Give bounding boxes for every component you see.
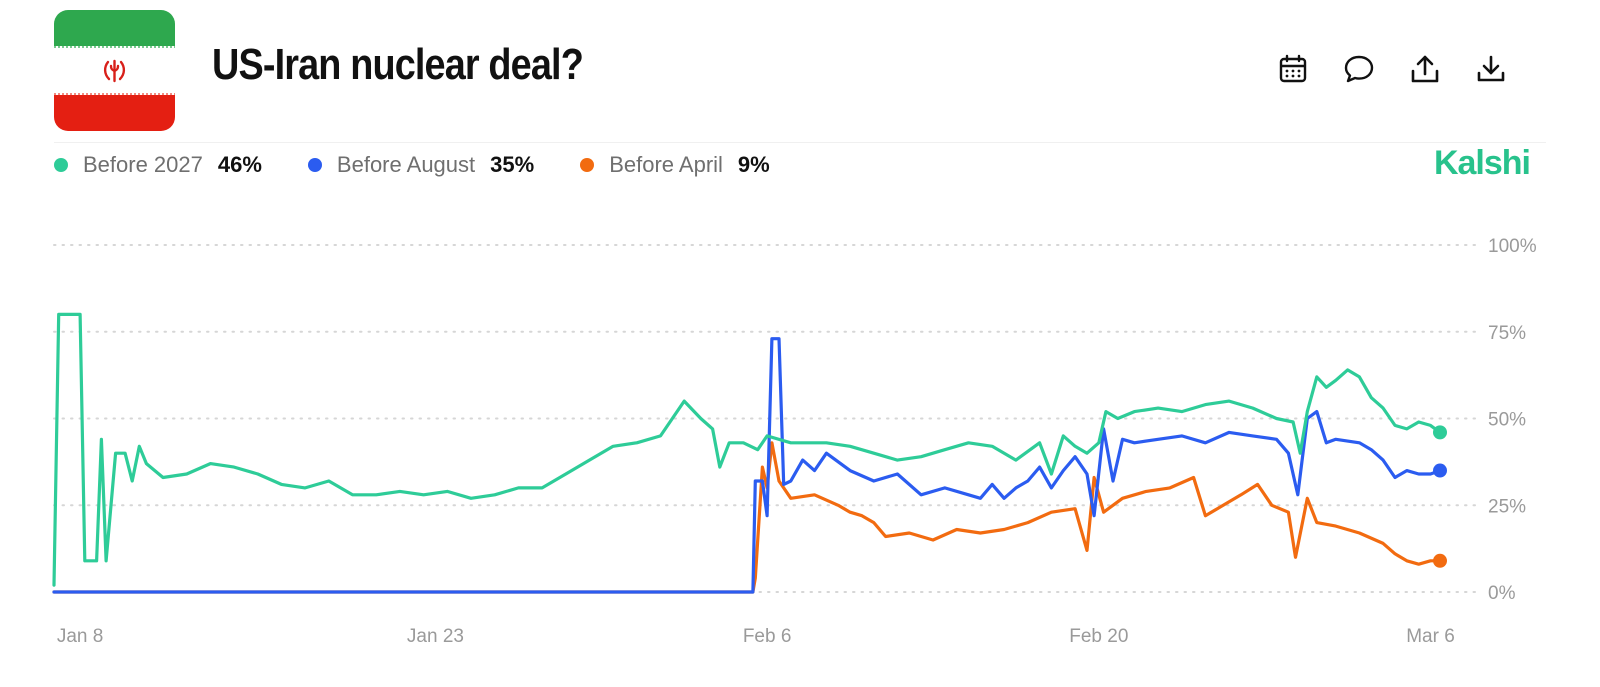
legend-value: 46% bbox=[217, 152, 262, 177]
y-tick-label: 75% bbox=[1488, 323, 1526, 344]
x-tick-label: Feb 6 bbox=[743, 626, 792, 647]
series-end-point bbox=[1433, 463, 1447, 478]
series-end-point bbox=[1433, 425, 1447, 440]
legend-item-before-2027[interactable]: Before 2027 46% bbox=[54, 152, 262, 178]
chart-legend: Before 2027 46% Before August 35% Before… bbox=[54, 152, 816, 178]
x-tick-label: Mar 6 bbox=[1406, 626, 1455, 647]
y-tick-label: 0% bbox=[1488, 583, 1516, 604]
legend-dot bbox=[307, 158, 322, 172]
series-line-before-april bbox=[52, 441, 1442, 594]
legend-label: Before August bbox=[336, 152, 476, 177]
x-tick-label: Jan 8 bbox=[57, 626, 103, 647]
series-line-before-2027 bbox=[52, 312, 1442, 587]
legend-item-before-august[interactable]: Before August 35% bbox=[307, 152, 535, 178]
comment-button[interactable] bbox=[1338, 48, 1380, 90]
calendar-icon bbox=[1279, 54, 1307, 83]
y-tick-label: 100% bbox=[1488, 236, 1537, 257]
legend-label: Before 2027 bbox=[83, 152, 203, 177]
toolbar bbox=[1272, 48, 1512, 90]
x-tick-label: Jan 23 bbox=[407, 626, 464, 647]
page-title: US-Iran nuclear deal? bbox=[212, 40, 584, 89]
x-tick-label: Feb 20 bbox=[1069, 626, 1128, 647]
calendar-button[interactable] bbox=[1272, 48, 1314, 90]
y-tick-label: 25% bbox=[1488, 496, 1526, 517]
download-icon bbox=[1477, 55, 1505, 82]
legend-label: Before April bbox=[609, 152, 723, 177]
share-icon bbox=[1411, 55, 1439, 83]
series-line-before-august bbox=[52, 337, 1442, 594]
legend-dot bbox=[580, 158, 595, 172]
header-divider bbox=[54, 142, 1546, 143]
series-end-point bbox=[1433, 553, 1447, 568]
iran-flag-image bbox=[54, 10, 175, 131]
download-button[interactable] bbox=[1470, 48, 1512, 90]
legend-dot bbox=[54, 158, 68, 172]
share-button[interactable] bbox=[1404, 48, 1446, 90]
comment-icon bbox=[1344, 55, 1374, 83]
legend-value: 9% bbox=[737, 152, 770, 177]
y-tick-label: 50% bbox=[1488, 410, 1526, 431]
legend-item-before-april[interactable]: Before April 9% bbox=[580, 152, 770, 178]
brand-logo[interactable]: Kalshi bbox=[1433, 144, 1531, 182]
legend-value: 35% bbox=[490, 152, 535, 177]
